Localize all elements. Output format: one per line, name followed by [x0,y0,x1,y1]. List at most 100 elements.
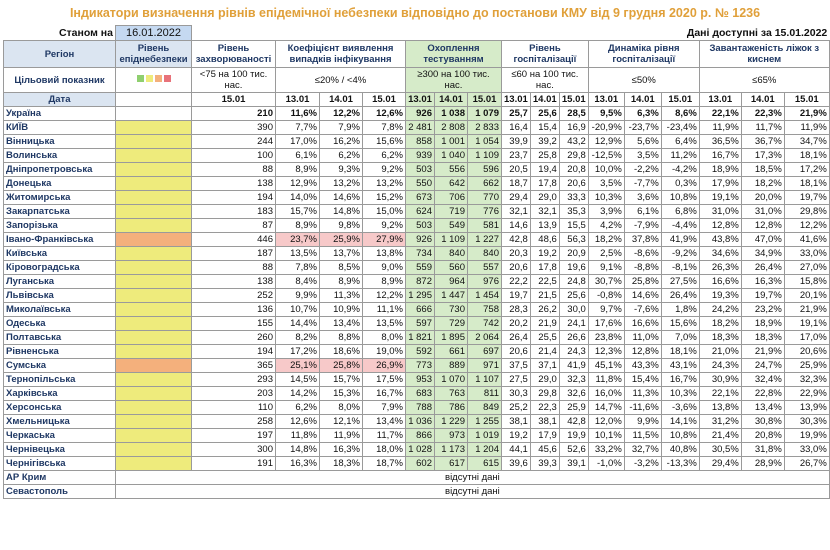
value: 2 481 [405,120,435,135]
value: 36,5% [698,134,742,149]
region-row: Рівненська 194 17,2% 18,6% 19,0% 592 661 697 20,… [3,344,830,359]
date: 15.01 [558,92,589,107]
region: Донецька [3,176,116,191]
value: 9,8% [319,218,363,233]
value: 33,3 [558,190,589,205]
header-row: Регіон Рівень епіднебезпеки Рівень захворю… [3,40,830,68]
value: 730 [434,302,468,317]
value: 44,1 [501,442,531,457]
value: 18,6% [319,344,363,359]
value: 889 [434,358,468,373]
value: 25,6 [529,106,560,121]
value: 557 [467,260,502,275]
value: 1 107 [467,372,502,387]
value: 706 [434,190,468,205]
value: 43,2 [558,134,589,149]
value: 47,0% [740,232,785,247]
value: 16,6% [623,316,662,331]
value: 15,2% [362,190,406,205]
value: 21,4 [529,344,560,359]
value: 0,3% [660,176,700,191]
level [115,330,192,345]
value: 16,3% [319,442,363,457]
value: 866 [405,428,435,443]
value: 27,0% [783,260,830,275]
date: 15.01 [362,92,406,107]
value: 10,3% [660,386,700,401]
value: -0,8% [587,288,625,303]
title: Індикатори визначення рівнів епідемічної… [69,6,761,20]
value: 48,6 [529,232,560,247]
value: 39,2 [529,134,560,149]
value: 88 [191,260,276,275]
value: 29,8% [783,204,830,219]
value: 662 [467,176,502,191]
value: 6,2% [275,400,320,415]
value: 24,2% [698,302,742,317]
value: 24,8 [558,274,589,289]
date: 13.01 [275,92,320,107]
value: 939 [405,148,435,163]
level [115,372,192,387]
value: 30,5% [698,442,742,457]
table-body: Станом на 16.01.2022 Дані доступні за 15.0… [3,25,830,499]
value: 973 [434,428,468,443]
value: 13,4% [319,316,363,331]
value: 1 109 [467,148,502,163]
value: 592 [405,344,435,359]
value: 8,9% [362,274,406,289]
region-header: Регіон [3,40,116,68]
region-row: Тернопільська 293 14,5% 15,7% 17,5% 953 1 070 1… [3,372,830,387]
date: 14.01 [740,92,785,107]
group-target: ≤60 на 100 тис. нас. [501,67,589,93]
value: 43,8% [698,232,742,247]
group-header: Охоплення тестуванням [405,40,502,68]
value: 16,4 [501,120,531,135]
value: 581 [467,218,502,233]
value: 12,8% [740,218,785,233]
region: Полтавська [3,330,116,345]
value: 1 204 [467,442,502,457]
value: 9,5% [587,106,625,121]
value: 15,6% [660,316,700,331]
value: 37,1 [529,358,560,373]
value: 503 [405,162,435,177]
value: 7,0% [660,330,700,345]
value: 10,7% [275,302,320,317]
value: 26,4 [501,330,531,345]
value: 17,3% [740,148,785,163]
value: 21,9 [529,316,560,331]
group-header: Коефіцієнт виявлення випадків інфікуванн… [275,40,406,68]
value: 37,5 [501,358,531,373]
value: 7,7% [275,120,320,135]
value: -9,2% [660,246,700,261]
value: 16,2% [319,134,363,149]
value: 52,6 [558,442,589,457]
value: 26,4% [740,260,785,275]
value: 39,1 [558,456,589,471]
value: 21,5 [529,288,560,303]
value: 15,3% [319,386,363,401]
value: 19,7% [783,190,830,205]
value: 42,8 [501,232,531,247]
value: 12,2% [319,106,363,121]
region-row: Одеська 155 14,4% 13,4% 13,5% 597 729 742 20,2 21… [3,316,830,331]
region-row: Миколаївська 136 10,7% 10,9% 11,1% 666 730 758 2… [3,302,830,317]
value: 7,9% [319,120,363,135]
value: 10,8% [660,190,700,205]
value: 2,5% [587,246,625,261]
value: 503 [405,218,435,233]
value: 18,7% [362,456,406,471]
level [115,344,192,359]
value: 1 070 [434,372,468,387]
region: Чернівецька [3,442,116,457]
value: 17,0% [275,134,320,149]
region: Волинська [3,148,116,163]
value: 9,9% [275,288,320,303]
region: АР Крим [3,470,116,485]
value: 673 [405,190,435,205]
value: 35,3 [558,204,589,219]
group-target: ≤65% [698,67,830,93]
level [115,428,192,443]
region: Чернігівська [3,456,116,471]
